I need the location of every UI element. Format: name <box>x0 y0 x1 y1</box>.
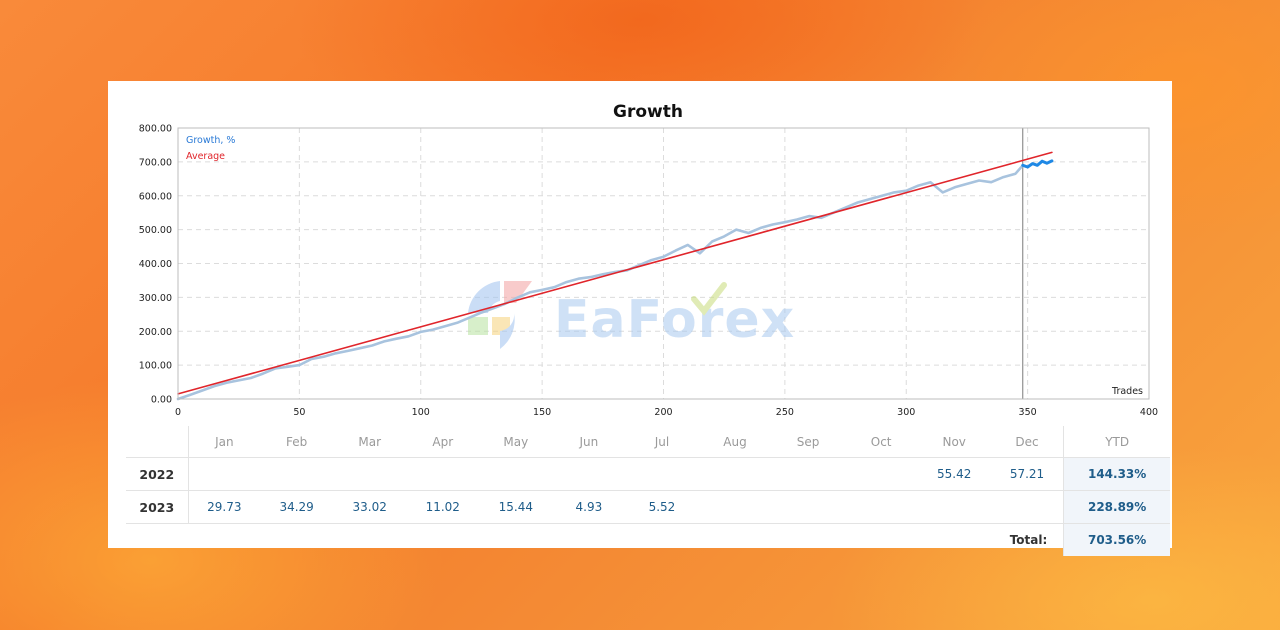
month-value <box>188 457 261 491</box>
month-header: Apr <box>406 426 480 458</box>
y-tick-label: 300.00 <box>139 293 172 304</box>
ytd-header: YTD <box>1063 426 1170 458</box>
table-row: 2023 29.73 34.29 33.02 11.02 15.44 4.93 … <box>126 490 1170 524</box>
growth-chart: EaForex 0.00 100.00 200.00 300.00 400.00 500.… <box>139 102 1158 419</box>
total-value: 703.56% <box>1063 523 1170 556</box>
month-value: 15.44 <box>479 490 553 524</box>
eaforex-logo-icon <box>468 281 532 349</box>
month-value <box>990 490 1064 524</box>
month-value <box>260 457 334 491</box>
month-value <box>479 457 553 491</box>
header-blank <box>126 426 189 458</box>
average-line <box>177 151 1053 395</box>
ytd-value: 144.33% <box>1063 457 1170 491</box>
month-value: 55.42 <box>917 457 991 491</box>
y-tick-label: 100.00 <box>139 361 172 372</box>
month-value: 11.02 <box>406 490 480 524</box>
month-value <box>406 457 480 491</box>
y-tick-label: 700.00 <box>139 157 172 168</box>
x-tick-label: 400 <box>1140 407 1158 418</box>
month-value <box>333 457 407 491</box>
y-tick-label: 200.00 <box>139 327 172 338</box>
growth-line <box>176 164 1025 401</box>
month-header: Feb <box>260 426 334 458</box>
growth-current-line <box>1021 159 1054 169</box>
total-label: Total: <box>1009 533 1048 547</box>
month-value: 34.29 <box>260 490 334 524</box>
x-tick-label: 50 <box>293 407 305 418</box>
month-header: Mar <box>333 426 407 458</box>
legend-growth: Growth, % <box>186 135 235 146</box>
ytd-value: 228.89% <box>1063 490 1170 524</box>
month-value <box>771 490 845 524</box>
y-tick-label: 0.00 <box>151 395 172 406</box>
legend: Growth, % Average <box>186 135 235 162</box>
x-tick-label: 150 <box>533 407 551 418</box>
month-header: Dec <box>990 426 1064 458</box>
series-layer <box>176 151 1054 401</box>
x-tick-label: 100 <box>412 407 430 418</box>
total-row: Total: 703.56% <box>126 523 1170 556</box>
x-tick-label: 300 <box>897 407 915 418</box>
year-cell: 2023 <box>126 490 189 524</box>
month-value: 4.93 <box>552 490 626 524</box>
x-axis-label: Trades <box>1111 386 1143 397</box>
growth-panel: EaForex 0.00 100.00 200.00 300.00 400.00 500.… <box>108 81 1172 556</box>
monthly-returns-table: Jan Feb Mar Apr May Jun Jul Aug Sep Oct … <box>126 426 1170 556</box>
watermark-check-icon <box>691 282 727 316</box>
month-header: Nov <box>917 426 991 458</box>
month-value <box>698 457 772 491</box>
month-header: Jun <box>552 426 626 458</box>
month-value: 57.21 <box>990 457 1064 491</box>
month-header: May <box>479 426 553 458</box>
month-value <box>625 457 699 491</box>
month-value <box>698 490 772 524</box>
month-value <box>917 490 991 524</box>
months-header-row: Jan Feb Mar Apr May Jun Jul Aug Sep Oct … <box>126 426 1170 458</box>
y-tick-label: 800.00 <box>139 124 172 135</box>
grid <box>178 128 1149 399</box>
month-header: Sep <box>771 426 845 458</box>
x-tick-label: 0 <box>175 407 181 418</box>
month-value: 29.73 <box>188 490 261 524</box>
y-tick-label: 500.00 <box>139 225 172 236</box>
month-header: Jul <box>625 426 699 458</box>
month-header: Jan <box>188 426 261 458</box>
plot-border <box>177 127 1150 400</box>
month-value <box>771 457 845 491</box>
month-value <box>552 457 626 491</box>
y-tick-label: 600.00 <box>139 191 172 202</box>
month-value: 5.52 <box>625 490 699 524</box>
table-row: 2022 55.42 57.21 144.33% <box>126 457 1170 491</box>
axes: 0.00 100.00 200.00 300.00 400.00 500.00 600.00… <box>139 124 1158 419</box>
eaforex-watermark: EaForex <box>468 281 795 350</box>
year-cell: 2022 <box>126 457 189 491</box>
month-value <box>844 457 918 491</box>
x-tick-label: 350 <box>1019 407 1037 418</box>
chart-title: Growth <box>613 102 683 122</box>
watermark-text: EaForex <box>554 290 795 350</box>
x-tick-label: 200 <box>654 407 672 418</box>
month-value <box>844 490 918 524</box>
x-tick-label: 250 <box>776 407 794 418</box>
month-header: Aug <box>698 426 772 458</box>
y-tick-label: 400.00 <box>139 259 172 270</box>
month-header: Oct <box>844 426 918 458</box>
legend-average: Average <box>186 151 225 162</box>
month-value: 33.02 <box>333 490 407 524</box>
